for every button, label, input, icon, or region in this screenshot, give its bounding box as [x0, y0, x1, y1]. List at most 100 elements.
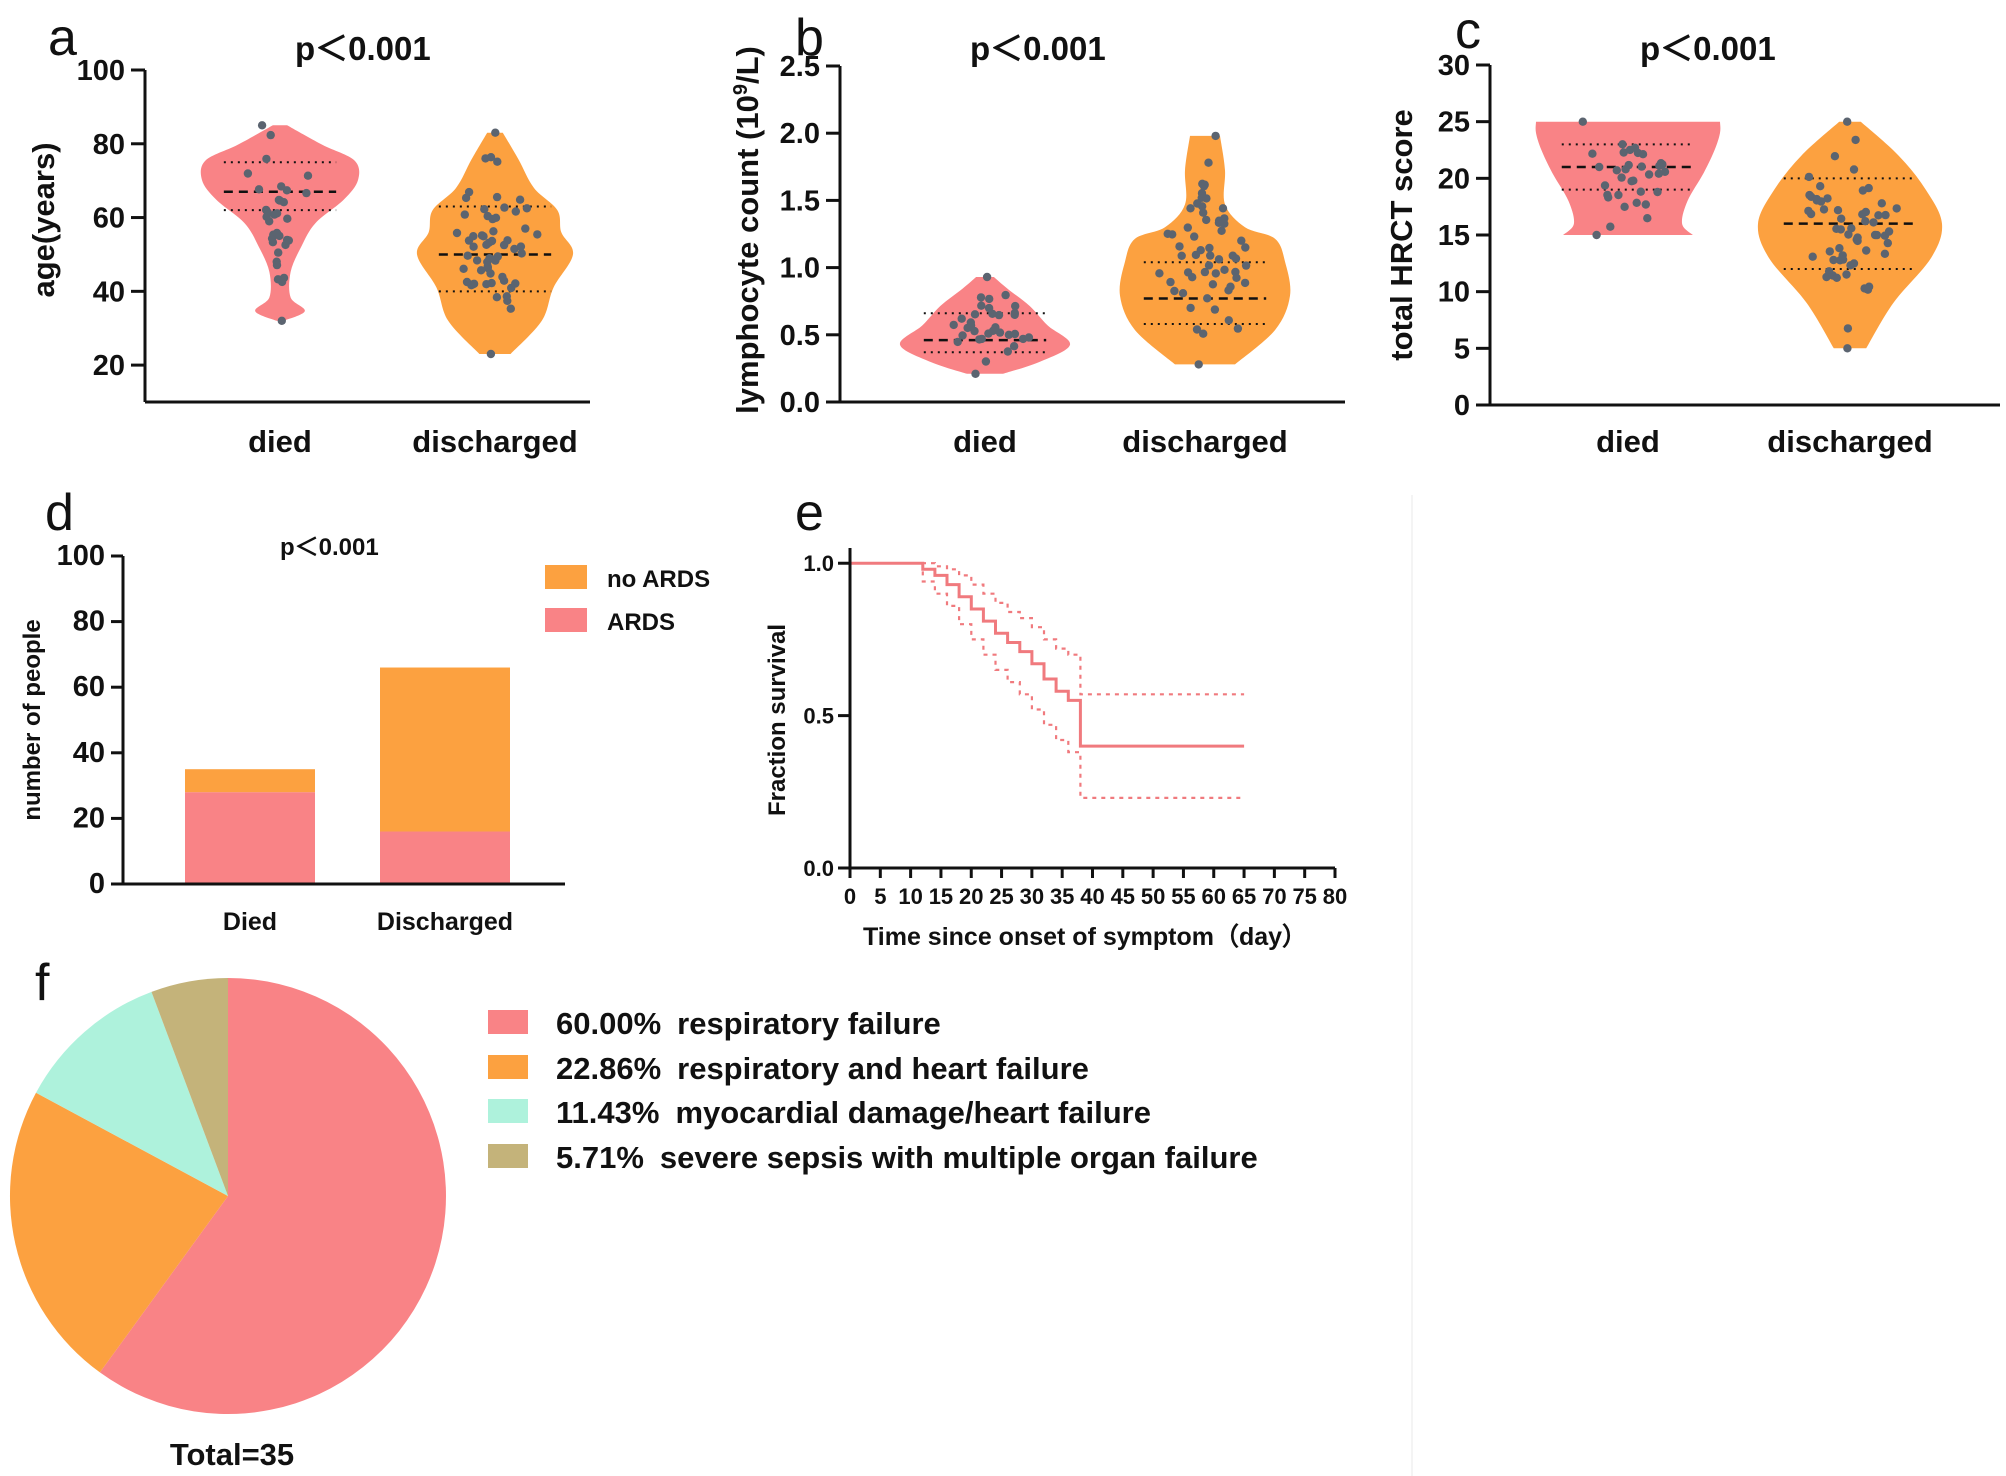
panel-a-ytick-label: 40: [93, 276, 125, 308]
panel-a-letter: a: [48, 9, 77, 67]
violin-discharged-point: [1836, 225, 1846, 234]
violin-discharged-point: [511, 207, 520, 216]
violin-discharged-point: [1208, 280, 1218, 289]
violin-discharged-point: [481, 154, 490, 163]
violin-discharged-point: [1872, 230, 1882, 240]
panel-e-xtick-label: 20: [959, 884, 983, 909]
pie-legend-swatch-1: [488, 1010, 528, 1034]
violin-died-point: [254, 185, 264, 194]
panel-b-ytick-label: 2.0: [780, 118, 820, 150]
violin-died-point: [1001, 290, 1010, 300]
violin-died-point: [953, 337, 962, 347]
violin-died-point: [273, 275, 283, 284]
pie-legend-2: 22.86% respiratory and heart failure: [556, 1051, 1089, 1086]
violin-discharged-point: [1155, 269, 1164, 278]
violin-died-point: [262, 154, 271, 164]
violin-discharged-point: [1858, 186, 1868, 195]
panel-c-ytick-label: 10: [1438, 277, 1470, 309]
violin-died-point: [949, 320, 958, 330]
panel-a-ylabel: age(years): [26, 142, 61, 297]
violin-died-point: [262, 212, 271, 221]
panel-e-xtick-label: 70: [1262, 884, 1286, 909]
violin-discharged-point: [498, 272, 507, 282]
panel-b-category-discharged: discharged: [1122, 424, 1287, 459]
violin-died-point: [1638, 150, 1648, 159]
violin-discharged-point: [1830, 152, 1840, 161]
panel-e: e Fraction survival 0.0 0.5 1.0 0 5 10 15 20 25 3…: [764, 484, 1347, 951]
violin-died-point: [1621, 165, 1630, 174]
violin-discharged-point: [1220, 265, 1229, 274]
panel-a-category-discharged: discharged: [412, 424, 577, 459]
panel-b-category-died: died: [953, 424, 1017, 459]
panel-e-xtick-label: 5: [874, 884, 886, 909]
violin-discharged-point: [1186, 303, 1195, 313]
violin-discharged-point: [1832, 273, 1842, 282]
violin-died-point: [991, 323, 1000, 332]
violin-died-point: [1614, 190, 1623, 200]
violin-discharged-point: [500, 203, 509, 212]
violin-died-point: [279, 198, 288, 207]
violin-discharged-point: [1869, 218, 1878, 227]
panel-d-plot: 0 20 40 60 80 100: [57, 540, 510, 900]
violin-discharged-point: [1862, 246, 1871, 255]
panel-c-ytick-label: 15: [1438, 220, 1470, 252]
violin-discharged-point: [1844, 230, 1853, 239]
violin-discharged-point: [510, 244, 519, 254]
violin-discharged-point: [472, 256, 482, 265]
violin-died-point: [1603, 190, 1612, 200]
violin-discharged-point: [521, 224, 530, 233]
panel-d-legend-no-ards: no ARDS: [607, 566, 710, 593]
panel-e-xtick-label: 10: [898, 884, 922, 909]
panel-e-letter: e: [795, 484, 824, 542]
violin-discharged-point: [1838, 255, 1848, 264]
km-survival: [850, 561, 1245, 748]
violin-discharged: [1119, 135, 1291, 365]
violin-discharged-point: [493, 157, 502, 166]
violin-discharged-point: [476, 266, 486, 275]
panel-e-ylabel: Fraction survival: [764, 624, 791, 816]
violin-discharged-point: [491, 213, 501, 222]
bar-died-ards: [185, 792, 315, 884]
panel-b-letter: b: [795, 9, 824, 67]
violin-died-point: [1003, 347, 1012, 356]
violin-discharged-point: [1849, 165, 1859, 174]
panel-e-ytick-label: 0.5: [803, 704, 834, 729]
violin-died-point: [984, 303, 994, 313]
panel-e-ytick-label: 1.0: [803, 551, 834, 576]
panel-e-xtick-label: 65: [1232, 884, 1256, 909]
panel-b-ytick-label: 1.0: [780, 253, 820, 285]
violin-died-point: [1617, 173, 1626, 182]
violin-discharged-point: [482, 280, 491, 289]
panel-f-total: Total=35: [170, 1437, 294, 1472]
violin-discharged-point: [1842, 270, 1851, 279]
violin-discharged-point: [1849, 259, 1859, 268]
violin-died-point: [274, 248, 283, 257]
violin-discharged-point: [452, 228, 462, 238]
violin-discharged-point: [1833, 206, 1843, 215]
violin-discharged-point: [1206, 251, 1215, 260]
violin-died-point: [958, 331, 967, 340]
violin-died-point: [1010, 329, 1020, 339]
pie-legend-swatch-4: [488, 1144, 528, 1168]
km-upper-95-ci: [850, 562, 1245, 696]
panel-b-ytick-label: 2.5: [780, 51, 820, 83]
panel-f: f Total=35 60.00% respiratory failure 22.…: [9, 954, 1258, 1472]
violin-died: [200, 125, 360, 321]
violin-discharged-point: [1232, 273, 1241, 282]
violin-died-point: [1636, 187, 1646, 196]
violin-discharged-point: [1805, 190, 1814, 200]
violin-died-point: [966, 321, 976, 330]
violin-discharged-point: [1226, 282, 1235, 291]
violin-died-point: [266, 130, 275, 140]
pie-slice-4: [151, 978, 228, 1196]
violin-discharged-point: [464, 187, 474, 197]
violin-discharged-point: [1178, 289, 1188, 298]
violin-died-point: [1627, 177, 1636, 186]
violin-discharged-point: [491, 128, 500, 137]
panel-d-legend-swatch-no-ards: [545, 565, 587, 589]
bar-discharged-ards: [380, 831, 510, 884]
panel-d-ytick-label: 20: [73, 802, 105, 834]
panel-c-ytick-label: 30: [1438, 50, 1470, 82]
panel-e-ytick-label: 0.0: [803, 856, 834, 881]
violin-discharged-point: [489, 227, 498, 236]
